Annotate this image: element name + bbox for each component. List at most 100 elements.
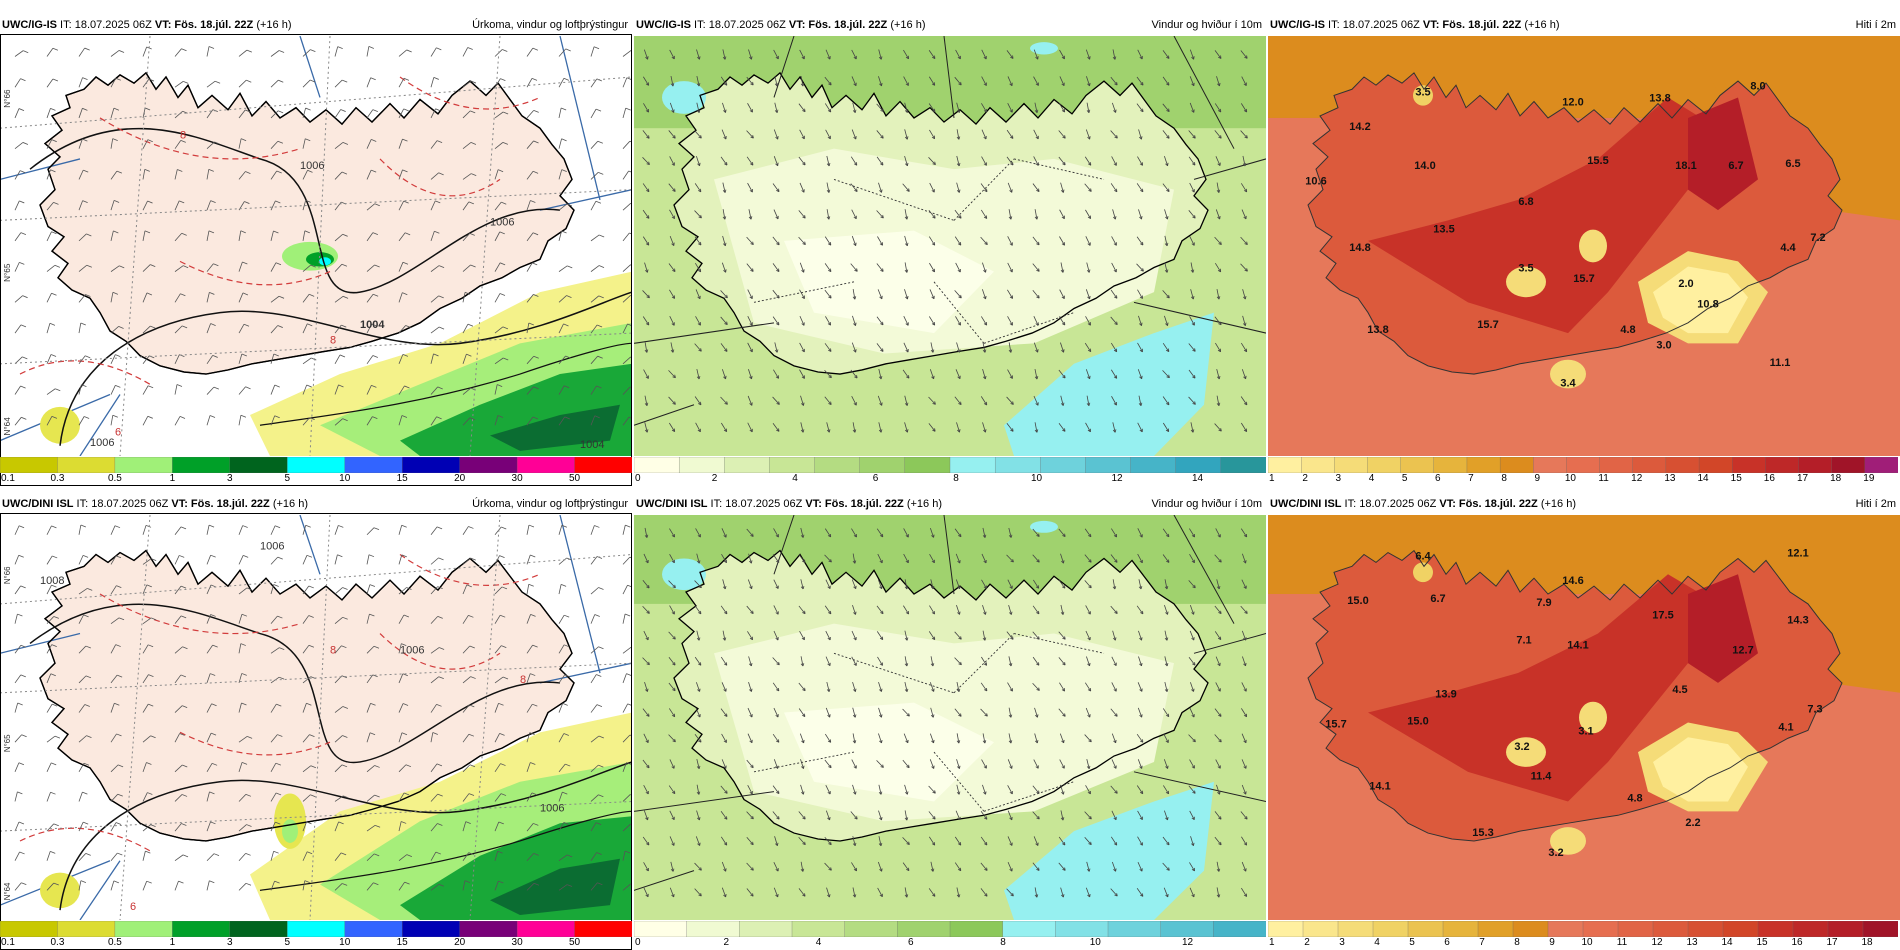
temperature-contour-label: 6 xyxy=(115,426,121,438)
colorbar-swatch xyxy=(844,921,898,937)
panel-title: UWC/DINI ISL IT: 18.07.2025 06Z VT: Fös.… xyxy=(1268,495,1900,513)
panel-title: UWC/DINI ISL IT: 18.07.2025 06Z VT: Fös.… xyxy=(0,495,632,513)
colorbar-tick-label: 13 xyxy=(1686,937,1698,948)
colorbar-tick-label: 1 xyxy=(169,937,176,948)
temperature-value-label: 12.0 xyxy=(1562,97,1583,109)
temperature-value-label: 13.8 xyxy=(1649,92,1670,104)
temperature-value-label: 12.7 xyxy=(1732,644,1753,656)
colorbar-swatch xyxy=(1632,457,1667,473)
colorbar-swatch xyxy=(57,921,116,937)
lead-time: (+16 h) xyxy=(1537,498,1576,510)
temperature-value-label: 4.1 xyxy=(1778,721,1793,733)
colorbar-swatch xyxy=(1433,457,1468,473)
colorbar-tick-label: 16 xyxy=(1763,473,1775,484)
colorbar-tick-label: 12 xyxy=(1631,473,1643,484)
colorbar-tick-label: 3 xyxy=(227,937,233,948)
isobar-label: 1008 xyxy=(40,575,64,587)
region-borders xyxy=(753,633,1105,812)
colorbar-tick-label: 17 xyxy=(1796,473,1809,484)
colorbar-swatch xyxy=(229,457,288,473)
colorbar-swatch xyxy=(459,457,518,473)
valid-time: VT: Fös. 18.júl. 22Z xyxy=(171,498,270,510)
product-name: Hiti í 2m xyxy=(1855,19,1896,31)
colorbar-tick-label: 0.3 xyxy=(50,473,65,484)
colorbar-swatch xyxy=(1512,921,1549,937)
colorbar: 1 2 3 4 5 6 7 8 9 10 11 12 13 14 15 16 17 18 19 xyxy=(1268,457,1898,485)
lead-time: (+16 h) xyxy=(269,498,308,510)
colorbar-swatch xyxy=(1334,457,1369,473)
colorbar-tick-label: 13 xyxy=(1664,473,1676,484)
colorbar-swatch xyxy=(1442,921,1479,937)
isobars xyxy=(29,603,632,911)
colorbar-tick-label: 3 xyxy=(227,473,233,484)
colorbar-tick-label: 15 xyxy=(396,937,408,948)
temperature-value-label: 11.4 xyxy=(1531,771,1553,783)
colorbar-tick-label: 14 xyxy=(1697,473,1709,484)
colorbar-tick-label: 30 xyxy=(511,937,523,948)
isobar-label: 1006 xyxy=(540,802,564,814)
colorbar-swatch xyxy=(949,457,996,473)
temp-map: 3.5 12.0 13.8 8.0 14.2 10.6 14.0 15.5 18.1 6.7 6.5… xyxy=(1268,36,1900,456)
model-name: UWC/IG-IS xyxy=(1270,19,1325,31)
wind-barbs xyxy=(14,524,632,891)
colorbar-swatch xyxy=(1302,921,1339,937)
colorbar-tick-label: 2 xyxy=(1304,937,1310,948)
colorbar-swatch xyxy=(1533,457,1568,473)
colorbar-tick-label: 1 xyxy=(169,473,176,484)
temperature-value-label: 6.4 xyxy=(1415,551,1431,563)
colorbar-tick-label: 3 xyxy=(1339,937,1345,948)
lead-time: (+16 h) xyxy=(253,19,292,31)
colorbar-tick-label: 50 xyxy=(568,473,581,484)
temperature-value-label: 15.0 xyxy=(1347,595,1368,607)
colorbar-tick-label: 10 xyxy=(1581,937,1593,948)
colorbar-ticks: 0 2 4 6 8 10 12 xyxy=(634,937,1266,949)
colorbar-tick-label: 10 xyxy=(1030,473,1043,484)
temperature-value-label: 13.5 xyxy=(1433,224,1454,236)
colorbar-tick-label: 5 xyxy=(1401,473,1408,484)
panel-title: UWC/IG-IS IT: 18.07.2025 06Z VT: Fös. 18… xyxy=(0,16,632,34)
colorbar-tick-label: 4 xyxy=(1368,473,1375,484)
product-name: Úrkoma, vindur og loftþrýstingur xyxy=(472,498,628,510)
latitude-label: N°64 xyxy=(3,417,12,436)
colorbar-swatch xyxy=(1301,457,1335,473)
init-time: IT: 18.07.2025 06Z xyxy=(707,498,806,510)
temperature-contour-label: 8 xyxy=(520,674,526,686)
colorbar-swatch xyxy=(1566,457,1601,473)
colorbar-tick-label: 8 xyxy=(1501,473,1507,484)
colorbar-swatches xyxy=(634,921,1266,937)
latitude-label: N°65 xyxy=(3,263,12,282)
colorbar-swatch xyxy=(1831,457,1866,473)
colorbar-tick-label: 16 xyxy=(1791,937,1803,948)
colorbar-swatch xyxy=(287,921,346,937)
temperature-value-label: 4.8 xyxy=(1620,324,1635,336)
product-name: Vindur og hviður í 10m xyxy=(1151,19,1262,31)
colorbar-swatch xyxy=(1085,457,1132,473)
colorbar-swatch xyxy=(1652,921,1689,937)
precipitation-field xyxy=(40,712,632,920)
wind-arrows xyxy=(642,49,1248,433)
temperature-value-label: 15.3 xyxy=(1472,827,1493,839)
temperature-value-label: 15.5 xyxy=(1587,155,1608,167)
temperature-value-label: 7.9 xyxy=(1536,597,1551,609)
colorbar-tick-label: 5 xyxy=(1409,937,1415,948)
temperature-field xyxy=(1268,36,1900,389)
colorbar-swatch xyxy=(1499,457,1534,473)
temperature-value-label: 18.1 xyxy=(1675,160,1696,172)
temperature-value-label: 15.7 xyxy=(1325,718,1346,730)
colorbar-tick-label: 2 xyxy=(711,473,718,484)
colorbar-tick-label: 6 xyxy=(908,937,914,948)
colorbar-swatches xyxy=(1268,921,1898,937)
precipitation-field xyxy=(40,241,632,456)
panel-title: UWC/IG-IS IT: 18.07.2025 06Z VT: Fös. 18… xyxy=(1268,16,1900,34)
colorbar-tick-label: 11 xyxy=(1598,473,1609,484)
colorbar-swatch xyxy=(904,457,951,473)
colorbar-swatch xyxy=(402,457,461,473)
lead-time: (+16 h) xyxy=(903,498,942,510)
colorbar-swatch xyxy=(1040,457,1087,473)
temperature-value-label: 15.0 xyxy=(1407,715,1428,727)
temperature-value-label: 14.2 xyxy=(1349,121,1370,133)
wind-map xyxy=(634,515,1266,920)
init-time: IT: 18.07.2025 06Z xyxy=(57,19,155,31)
temperature-contour-label: 6 xyxy=(130,901,136,913)
init-time: IT: 18.07.2025 06Z xyxy=(1325,19,1423,31)
